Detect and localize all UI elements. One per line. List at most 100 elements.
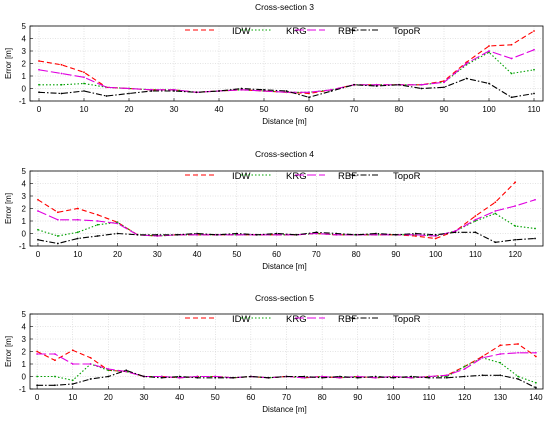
data-point [249, 375, 252, 378]
legend-label-krg: KRG [286, 171, 307, 182]
y-tick-label: 1 [22, 360, 27, 369]
data-point [36, 350, 39, 353]
x-tick-label: 80 [352, 250, 361, 259]
legend-label-rbf: RBF [338, 314, 357, 325]
data-point [375, 233, 377, 236]
data-point [517, 378, 519, 380]
data-point [514, 205, 517, 207]
x-tick-label: 10 [68, 393, 77, 402]
data-point [353, 83, 355, 86]
data-point [445, 375, 448, 378]
data-point [178, 375, 181, 378]
x-tick-label: 20 [104, 393, 113, 402]
data-point [428, 376, 430, 379]
data-point [374, 376, 377, 379]
data-point [54, 384, 56, 387]
data-point [398, 83, 400, 86]
chart-panel-2: Cross-section 40 10 20 30 40 50 60 70 80 90 100 110… [4, 149, 544, 271]
data-point [150, 90, 153, 92]
data-point [96, 235, 99, 237]
data-point [156, 233, 159, 236]
data-point [105, 95, 108, 97]
data-point [499, 374, 502, 377]
data-point [196, 233, 198, 236]
data-point [60, 72, 63, 75]
series-idw [38, 30, 535, 95]
x-tick-label: 20 [113, 250, 122, 259]
data-point [339, 376, 341, 379]
data-point [414, 232, 417, 235]
series-topor [36, 369, 537, 389]
data-point [76, 231, 79, 234]
x-tick-label: 90 [440, 105, 449, 114]
series-line-krg [37, 212, 536, 237]
data-point [534, 386, 537, 389]
data-point [116, 221, 119, 224]
data-point [235, 233, 238, 236]
x-tick-label: 90 [391, 250, 400, 259]
data-point [488, 45, 490, 47]
legend: IDW KRG RBF TopoR [185, 171, 421, 182]
data-point [534, 237, 536, 240]
data-point [56, 211, 59, 214]
y-axis-label: Error [m] [4, 48, 13, 79]
data-point [514, 181, 517, 184]
series-line-topor [38, 77, 535, 98]
x-tick-label: 130 [494, 393, 508, 402]
x-tick-label: 20 [125, 105, 134, 114]
data-point [499, 344, 502, 347]
legend-label-idw: IDW [232, 314, 251, 325]
y-tick-label: 1 [22, 72, 27, 81]
data-point [150, 88, 153, 91]
x-tick-label: 60 [246, 393, 255, 402]
data-point [38, 60, 40, 62]
data-point [533, 48, 535, 51]
data-point [54, 359, 56, 362]
data-point [60, 83, 63, 86]
data-point [173, 90, 175, 92]
data-point [533, 92, 535, 95]
data-point [481, 374, 484, 377]
data-point [481, 356, 484, 359]
data-point [196, 375, 199, 378]
legend-label-idw: IDW [232, 26, 251, 37]
legend: IDW KRG RBF TopoR [185, 26, 421, 37]
data-point [36, 353, 39, 355]
x-tick-label: 70 [350, 105, 359, 114]
data-point [533, 68, 535, 71]
series-line-krg [39, 51, 535, 93]
data-point [355, 233, 357, 236]
data-point [534, 355, 537, 358]
data-point [428, 375, 430, 378]
y-tick-label: 4 [22, 180, 27, 189]
data-point [356, 376, 359, 379]
data-point [465, 62, 468, 65]
data-point [517, 351, 519, 354]
data-point [392, 376, 395, 379]
legend-label-idw: IDW [232, 171, 251, 182]
y-tick-label: 3 [22, 335, 27, 344]
data-point [116, 232, 119, 235]
x-tick-label: 0 [37, 105, 42, 114]
data-point [494, 241, 497, 244]
data-point [375, 83, 378, 86]
series-rbf [37, 198, 536, 237]
data-point [488, 50, 490, 52]
data-point [116, 222, 119, 225]
series-krg [38, 51, 535, 94]
data-point [410, 376, 413, 379]
data-point [143, 375, 145, 378]
x-tick-label: 70 [312, 250, 321, 259]
data-point [178, 376, 181, 379]
data-point [216, 233, 218, 236]
x-tick-label: 140 [529, 393, 543, 402]
data-point [83, 82, 85, 85]
legend: IDW KRG RBF TopoR [185, 314, 421, 325]
data-point [510, 72, 513, 75]
data-point [463, 368, 466, 370]
data-point [71, 349, 74, 352]
data-point [315, 232, 318, 235]
data-point [38, 68, 40, 71]
series-line-topor [37, 231, 536, 245]
